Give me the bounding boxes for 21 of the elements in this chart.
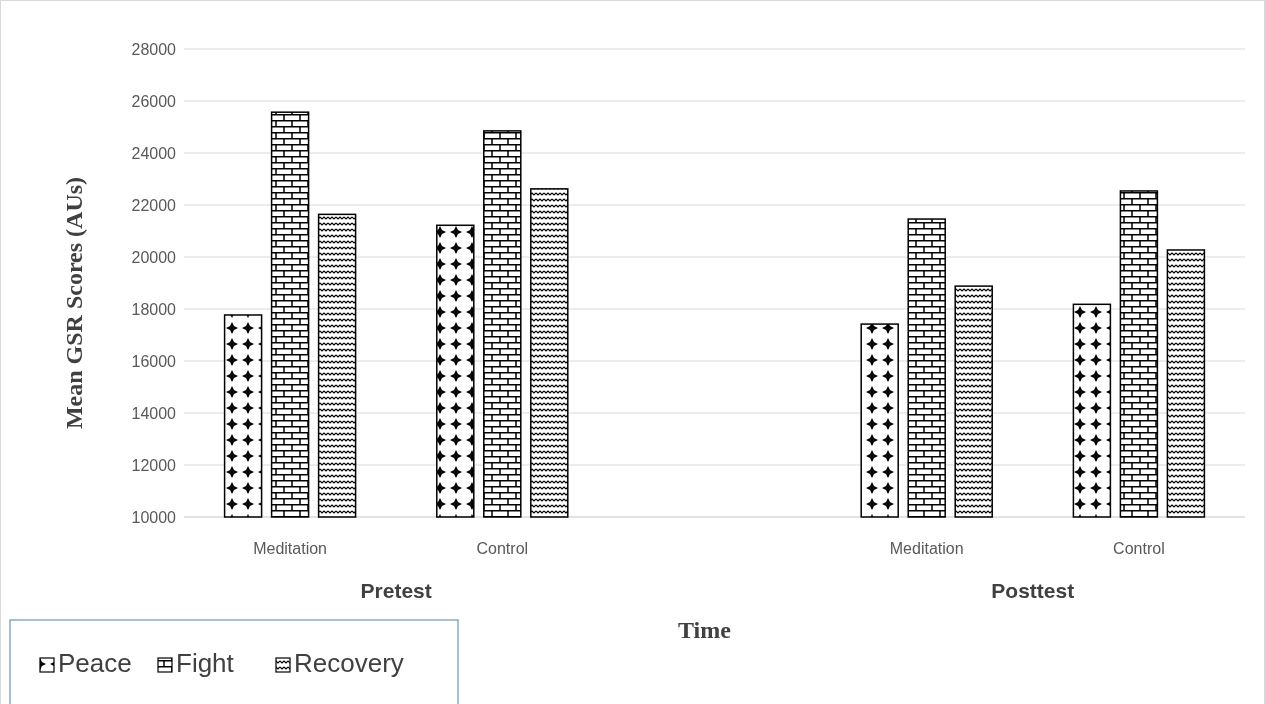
legend-label: Fight xyxy=(176,648,235,678)
y-tick-label: 24000 xyxy=(131,144,177,162)
legend-label: Recovery xyxy=(294,648,404,678)
x-axis-title: Time xyxy=(678,617,732,643)
y-tick-label: 28000 xyxy=(131,40,177,58)
y-tick-label: 14000 xyxy=(131,404,177,422)
y-tick-label: 12000 xyxy=(131,456,177,474)
text: Posttest xyxy=(991,579,1075,602)
y-axis-title: Mean GSR Scores (AUs) xyxy=(61,176,87,430)
y-tick-label: 26000 xyxy=(131,92,177,110)
legend-label: Peace xyxy=(58,648,132,678)
y-tick-label: 22000 xyxy=(131,196,177,214)
y-tick-label: 16000 xyxy=(131,352,177,370)
x-tick-label: Control xyxy=(1113,540,1165,557)
x-tick-label: Meditation xyxy=(889,540,964,557)
x-tick-label: Meditation xyxy=(253,540,328,557)
y-tick-label: 20000 xyxy=(131,248,177,266)
text: Pretest xyxy=(360,579,432,602)
y-tick-label: 10000 xyxy=(131,508,177,526)
x-tick-label: Control xyxy=(476,540,529,557)
y-tick-label: 18000 xyxy=(131,300,177,318)
